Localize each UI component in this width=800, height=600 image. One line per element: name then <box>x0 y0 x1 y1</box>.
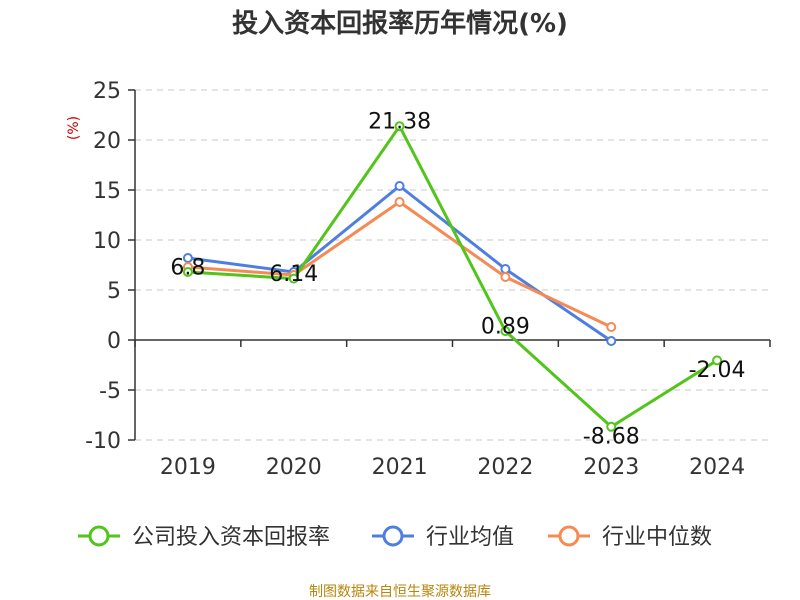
y-tick-label: -5 <box>99 379 121 404</box>
legend-label: 行业中位数 <box>602 525 712 550</box>
data-label: -8.68 <box>583 424 640 449</box>
legend-marker <box>382 525 404 547</box>
source-note: 制图数据来自恒生聚源数据库 <box>309 584 491 600</box>
legend-marker <box>88 525 110 547</box>
data-labels: 6.8 6.14 21.38 0.89 -8.68 -2.04 <box>170 110 745 450</box>
data-point <box>712 355 723 366</box>
data-point <box>288 273 299 284</box>
legend-marker <box>558 525 580 547</box>
data-point <box>394 197 405 207</box>
y-tick-label: 25 <box>93 79 121 104</box>
x-tick-label: 2023 <box>583 455 639 480</box>
data-point <box>500 326 511 337</box>
y-tick-label: 5 <box>107 279 121 304</box>
series-line <box>187 184 613 343</box>
data-label: 6.14 <box>269 262 318 287</box>
x-tick-label: 2024 <box>689 455 745 480</box>
chart-title: 投入资本回报率历年情况(%) <box>232 8 568 39</box>
legend-label: 公司投入资本回报率 <box>132 525 330 550</box>
data-point <box>182 267 193 277</box>
legend: 公司投入资本回报率 行业均值 行业中位数 <box>78 525 712 550</box>
data-label: 0.89 <box>481 315 530 340</box>
y-tick-label: -10 <box>85 429 121 454</box>
data-point <box>606 322 617 332</box>
x-tick-label: 2022 <box>477 455 533 480</box>
y-tick-label: 20 <box>93 129 121 154</box>
x-tick-label: 2021 <box>372 455 428 480</box>
series-line <box>187 200 612 329</box>
data-point <box>394 121 405 132</box>
data-label: -2.04 <box>689 358 746 383</box>
data-point <box>394 181 405 191</box>
data-point <box>606 336 617 346</box>
data-point <box>500 272 511 282</box>
x-tick-label: 2019 <box>160 455 216 480</box>
axes: 25 20 15 10 5 0 -5 -10 2019 2020 2021 2022 2023 2024 <box>85 79 771 480</box>
series-layer <box>182 121 723 432</box>
y-axis-label: (%) <box>66 116 82 140</box>
data-label: 6.8 <box>170 256 205 281</box>
data-point <box>500 264 511 274</box>
y-tick-label: 0 <box>107 329 121 354</box>
legend-label: 行业均值 <box>426 525 514 550</box>
series-line <box>187 124 718 429</box>
grid <box>135 89 770 441</box>
x-tick-label: 2020 <box>266 455 322 480</box>
y-tick-label: 15 <box>93 179 121 204</box>
data-label: 21.38 <box>368 110 431 135</box>
y-tick-label: 10 <box>93 229 121 254</box>
data-point <box>606 421 617 432</box>
